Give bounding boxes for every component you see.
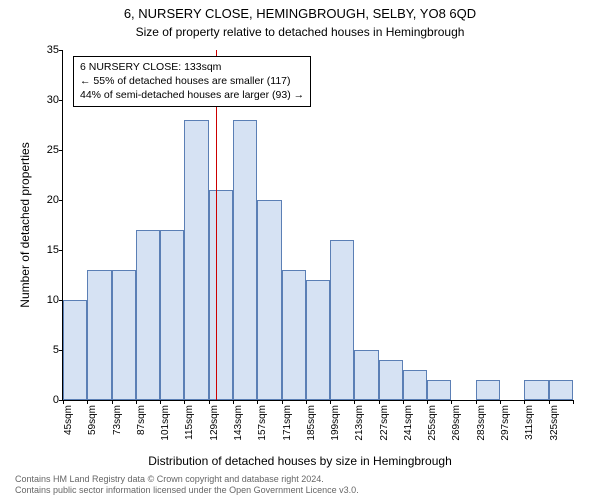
histogram-bar — [136, 230, 160, 400]
x-tick-mark — [112, 400, 113, 404]
histogram-bar — [549, 380, 573, 400]
annotation-box: 6 NURSERY CLOSE: 133sqm← 55% of detached… — [73, 56, 311, 107]
histogram-bar — [306, 280, 330, 400]
histogram-bar — [476, 380, 500, 400]
x-tick-mark — [379, 400, 380, 404]
x-tick-label: 73sqm — [112, 405, 123, 445]
histogram-bar — [112, 270, 136, 400]
x-tick-label: 227sqm — [379, 405, 390, 445]
x-tick-mark — [306, 400, 307, 404]
y-tick-label: 35 — [33, 44, 59, 56]
histogram-chart: 0510152025303545sqm59sqm73sqm87sqm101sqm… — [62, 50, 572, 400]
annotation-line: 44% of semi-detached houses are larger (… — [80, 88, 304, 102]
histogram-bar — [403, 370, 427, 400]
x-tick-mark — [549, 400, 550, 404]
x-tick-label: 311sqm — [524, 405, 535, 445]
x-tick-label: 115sqm — [184, 405, 195, 445]
x-tick-label: 241sqm — [403, 405, 414, 445]
footer-line-1: Contains HM Land Registry data © Crown c… — [15, 474, 359, 485]
y-tick-mark — [59, 200, 63, 201]
y-tick-mark — [59, 50, 63, 51]
annotation-line: 6 NURSERY CLOSE: 133sqm — [80, 60, 304, 74]
histogram-bar — [379, 360, 403, 400]
y-tick-label: 10 — [33, 294, 59, 306]
x-tick-mark — [184, 400, 185, 404]
y-tick-mark — [59, 150, 63, 151]
y-tick-mark — [59, 100, 63, 101]
histogram-bar — [282, 270, 306, 400]
histogram-bar — [233, 120, 257, 400]
x-tick-mark — [524, 400, 525, 404]
x-tick-mark — [209, 400, 210, 404]
x-tick-label: 129sqm — [209, 405, 220, 445]
x-tick-label: 143sqm — [233, 405, 244, 445]
x-tick-label: 325sqm — [549, 405, 560, 445]
x-tick-label: 171sqm — [282, 405, 293, 445]
x-tick-mark — [451, 400, 452, 404]
x-tick-mark — [330, 400, 331, 404]
histogram-bar — [87, 270, 111, 400]
y-tick-mark — [59, 250, 63, 251]
histogram-bar — [524, 380, 548, 400]
x-tick-label: 297sqm — [500, 405, 511, 445]
x-tick-mark — [354, 400, 355, 404]
x-tick-mark — [233, 400, 234, 404]
footer-licence: Contains HM Land Registry data © Crown c… — [15, 474, 359, 497]
x-tick-label: 199sqm — [330, 405, 341, 445]
x-tick-mark — [427, 400, 428, 404]
x-tick-mark — [136, 400, 137, 404]
histogram-bar — [209, 190, 233, 400]
x-tick-label: 87sqm — [136, 405, 147, 445]
page-subtitle: Size of property relative to detached ho… — [0, 23, 600, 39]
x-tick-label: 269sqm — [451, 405, 462, 445]
x-tick-label: 45sqm — [63, 405, 74, 445]
x-tick-label: 59sqm — [87, 405, 98, 445]
histogram-bar — [354, 350, 378, 400]
histogram-bar — [184, 120, 208, 400]
histogram-bar — [330, 240, 354, 400]
x-tick-label: 255sqm — [427, 405, 438, 445]
y-axis-label: Number of detached properties — [18, 142, 32, 307]
x-tick-mark — [282, 400, 283, 404]
x-tick-label: 283sqm — [476, 405, 487, 445]
y-tick-label: 20 — [33, 194, 59, 206]
annotation-line: ← 55% of detached houses are smaller (11… — [80, 74, 304, 88]
page-title: 6, NURSERY CLOSE, HEMINGBROUGH, SELBY, Y… — [0, 0, 600, 23]
histogram-bar — [160, 230, 184, 400]
y-tick-label: 5 — [33, 344, 59, 356]
histogram-bar — [257, 200, 281, 400]
x-tick-label: 185sqm — [306, 405, 317, 445]
x-tick-mark — [160, 400, 161, 404]
x-tick-mark — [87, 400, 88, 404]
x-axis-label: Distribution of detached houses by size … — [0, 454, 600, 468]
histogram-bar — [427, 380, 451, 400]
y-tick-label: 25 — [33, 144, 59, 156]
y-tick-label: 0 — [33, 394, 59, 406]
x-tick-label: 157sqm — [257, 405, 268, 445]
x-tick-mark — [573, 400, 574, 404]
y-tick-label: 15 — [33, 244, 59, 256]
y-tick-label: 30 — [33, 94, 59, 106]
x-tick-mark — [476, 400, 477, 404]
histogram-bar — [63, 300, 87, 400]
x-tick-label: 213sqm — [354, 405, 365, 445]
x-tick-mark — [500, 400, 501, 404]
x-tick-mark — [403, 400, 404, 404]
x-tick-mark — [63, 400, 64, 404]
x-tick-label: 101sqm — [160, 405, 171, 445]
footer-line-2: Contains public sector information licen… — [15, 485, 359, 496]
x-tick-mark — [257, 400, 258, 404]
